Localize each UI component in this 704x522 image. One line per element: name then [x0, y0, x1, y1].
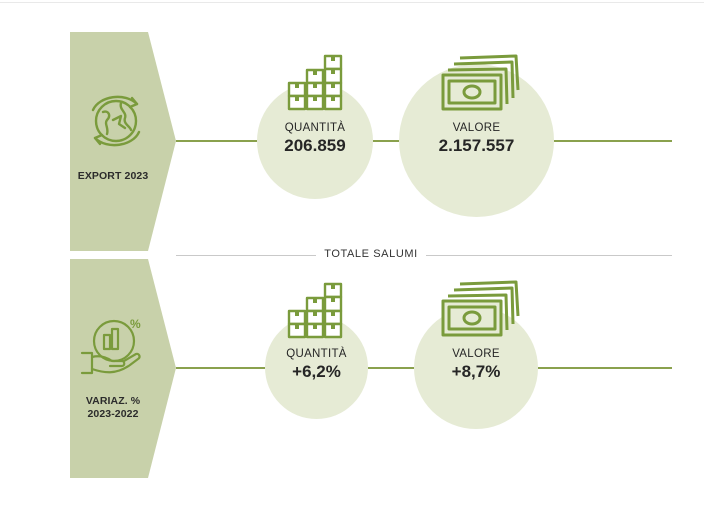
variation-quantity: QUANTITÀ +6,2% — [265, 348, 368, 382]
quantity-value: 206.859 — [284, 136, 346, 155]
connector-line — [176, 367, 265, 369]
export-panel: EXPORT 2023 — [70, 32, 176, 251]
connector-line — [554, 140, 672, 142]
connector-line — [538, 367, 672, 369]
variation-panel-label-line1: VARIAZ. % — [85, 395, 141, 407]
quantity-label: QUANTITÀ — [286, 348, 347, 360]
hand-growth-chart-icon: % — [80, 317, 141, 375]
globe-arrows-icon — [91, 95, 141, 147]
banknotes-icon — [441, 54, 520, 111]
variation-value: VALORE +8,7% — [414, 348, 538, 382]
svg-text:%: % — [130, 317, 141, 331]
export-panel-shape — [70, 32, 176, 251]
value-value: 2.157.557 — [438, 136, 515, 155]
export-value: VALORE 2.157.557 — [399, 122, 554, 156]
section-title: TOTALE SALUMI — [324, 248, 418, 260]
value-value: +8,7% — [451, 362, 501, 381]
variation-panel: % VARIAZ. % 2023-2022 — [70, 259, 176, 478]
connector-line — [373, 140, 399, 142]
connector-line — [176, 140, 257, 142]
value-label: VALORE — [452, 348, 500, 360]
stacked-boxes-icon — [287, 282, 343, 339]
divider-line-left — [176, 255, 316, 256]
variation-panel-label-line2: 2023-2022 — [87, 408, 139, 420]
top-border — [0, 2, 704, 3]
quantity-label: QUANTITÀ — [284, 122, 346, 134]
divider-line-right — [426, 255, 672, 256]
banknotes-icon — [441, 280, 520, 337]
export-panel-label: EXPORT 2023 — [77, 170, 149, 182]
quantity-value: +6,2% — [292, 362, 341, 381]
stacked-boxes-icon — [287, 54, 343, 111]
connector-line — [368, 367, 414, 369]
export-quantity: QUANTITÀ 206.859 — [257, 122, 373, 156]
value-label: VALORE — [452, 122, 501, 134]
